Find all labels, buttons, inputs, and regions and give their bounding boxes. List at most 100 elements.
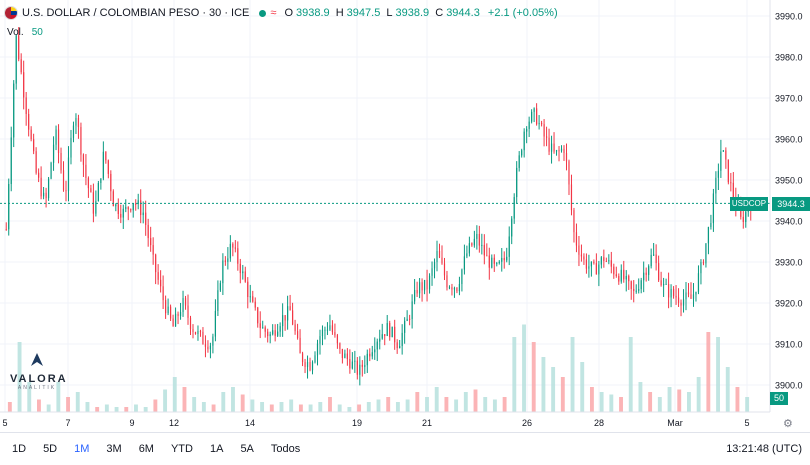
candle-body (42, 192, 45, 197)
range-5a[interactable]: 5A (240, 443, 254, 455)
x-tick-label: 21 (422, 418, 432, 428)
candle-body (386, 323, 388, 336)
candle-body (361, 364, 363, 367)
range-1m[interactable]: 1M (74, 443, 90, 455)
candle-body (82, 154, 85, 165)
volume-bar (66, 397, 70, 412)
wave-icon[interactable]: ≈ (270, 7, 277, 19)
candle-body (47, 178, 50, 199)
candle-body (197, 331, 199, 335)
candle-body (356, 360, 358, 375)
logo-text: VALORA (10, 373, 68, 385)
candle-body (411, 301, 413, 320)
volume-bar (502, 397, 507, 412)
candle-body (87, 177, 90, 189)
range-1a[interactable]: 1A (209, 443, 224, 455)
volume-bar (551, 367, 556, 412)
grid-lines (0, 0, 770, 412)
volume-bar (172, 377, 177, 412)
candle-body (663, 283, 665, 286)
volume-bar (114, 407, 119, 412)
volume-bar (648, 392, 653, 412)
candle-body (254, 301, 256, 308)
candle-body (687, 292, 690, 295)
candle-body (613, 266, 615, 275)
candle-body (212, 336, 214, 346)
volume-bar (463, 392, 468, 412)
range-ytd[interactable]: YTD (170, 443, 193, 455)
candle-body (165, 300, 167, 314)
y-tick-label: 3920.0 (775, 299, 803, 309)
candle-body (314, 355, 316, 363)
close-value: 3944.3 (446, 7, 480, 19)
volume-bar (696, 377, 701, 412)
candle-body (311, 362, 314, 371)
range-3m[interactable]: 3M (106, 443, 122, 455)
candle-body (100, 178, 102, 184)
candle-body (645, 272, 647, 275)
candle-body (329, 325, 331, 330)
volume-bar (405, 399, 410, 412)
candle-body (468, 243, 470, 254)
range-5d[interactable]: 5D (43, 443, 58, 455)
candle-body (503, 257, 505, 261)
range-6m[interactable]: 6M (138, 443, 154, 455)
candle-body (667, 283, 670, 298)
candle-body (740, 205, 742, 217)
volume-bar (454, 399, 459, 412)
candle-body (160, 279, 162, 287)
range-todos[interactable]: Todos (270, 443, 301, 455)
candle-body (682, 299, 685, 306)
candle-body (359, 364, 361, 375)
candle-body (717, 170, 719, 178)
candle-body (279, 326, 281, 332)
candle-body (511, 218, 513, 237)
candle-body (593, 261, 595, 264)
volume-bar (677, 389, 682, 412)
candle-body (722, 150, 724, 152)
candle-body (334, 332, 336, 336)
candle-body (496, 263, 498, 265)
symbol-title[interactable]: U.S. DOLLAR / COLOMBIAN PESO · 30 · ICE (22, 7, 250, 19)
volume-bar (308, 404, 313, 412)
price-chart[interactable] (0, 0, 770, 412)
utc-clock[interactable]: 13:21:48 (UTC) (726, 443, 802, 455)
x-tick-label: Mar (667, 418, 683, 428)
candle-body (339, 343, 341, 349)
candle-body (715, 177, 717, 194)
candle-body (67, 157, 70, 191)
candle-body (10, 137, 12, 184)
candle-body (15, 35, 17, 84)
candle-body (120, 213, 122, 218)
candle-body (35, 151, 37, 173)
candle-body (259, 323, 261, 329)
candle-body (289, 306, 291, 311)
candle-body (184, 298, 187, 306)
candle-body (526, 128, 528, 132)
candle-body (209, 345, 212, 350)
volume-bar (434, 387, 439, 412)
settings-gear-icon[interactable]: ⚙ (783, 418, 793, 430)
range-1d[interactable]: 1D (12, 443, 27, 455)
candle-body (635, 290, 637, 292)
candle-body (493, 257, 495, 264)
candle-body (580, 254, 583, 257)
candle-body (702, 262, 705, 264)
candle-body (433, 262, 436, 269)
candle-body (501, 257, 503, 262)
candle-body (536, 108, 538, 125)
candle-body (319, 336, 321, 344)
last-price-label: 3944.3 (772, 197, 810, 211)
y-tick-label: 3940.0 (775, 217, 803, 227)
candle-body (628, 275, 630, 282)
x-tick-label: 19 (352, 418, 362, 428)
candle-body (130, 209, 132, 211)
volume-bar (483, 397, 488, 412)
candle-body (620, 269, 622, 282)
y-tick-label: 3980.0 (775, 53, 803, 63)
candle-body (558, 150, 560, 152)
market-status-icon[interactable] (259, 9, 267, 17)
candle-body (374, 349, 376, 353)
volume-bar (318, 402, 323, 412)
volume-bar (7, 402, 12, 412)
